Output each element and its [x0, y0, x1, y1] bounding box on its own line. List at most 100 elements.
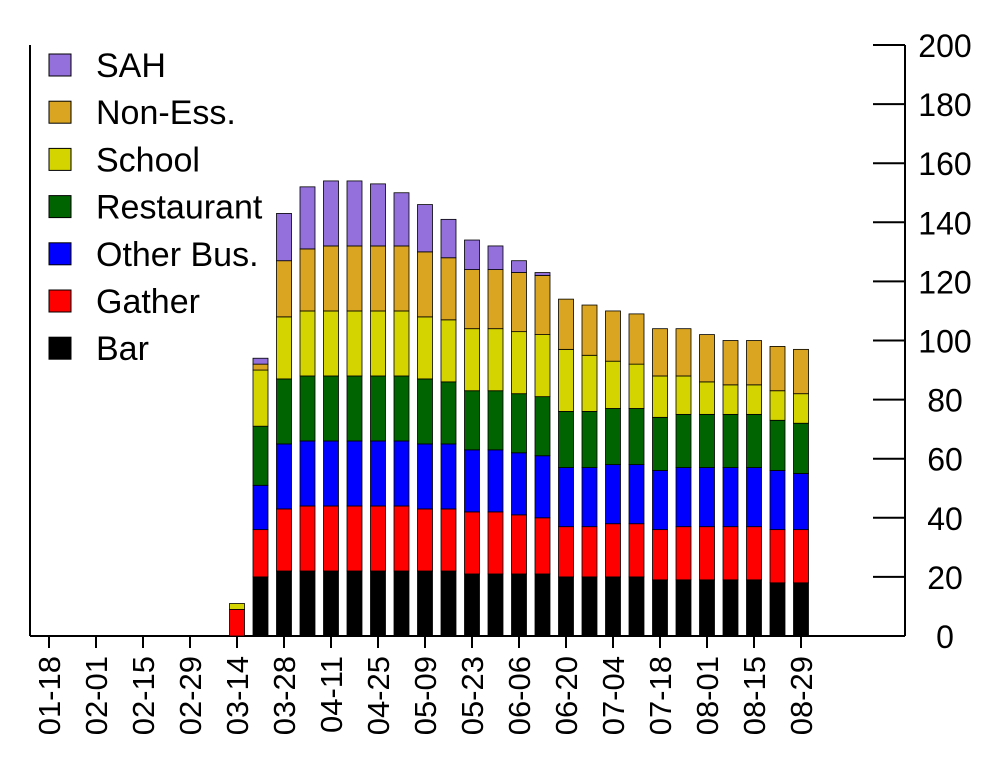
bar-segment-sah-05-30 — [487, 245, 504, 270]
bar-segment-non-ess-04-11 — [323, 245, 339, 312]
bar-segment-sah-04-25 — [370, 183, 386, 247]
bar-segment-restaurant-07-04 — [605, 408, 621, 466]
x-tick-label-08-15: 08-15 — [737, 656, 772, 735]
legend: SAH Non-Ess. School Restaurant Other Bus. Gat… — [48, 47, 263, 368]
bar-segment-gather-04-04 — [299, 505, 316, 572]
bar-segment-non-ess-04-04 — [299, 248, 316, 312]
x-tick-label-05-23: 05-23 — [455, 656, 490, 735]
bar-segment-restaurant-04-18 — [346, 375, 363, 442]
bar-segment-bar-06-20 — [558, 576, 574, 637]
bar-segment-non-ess-06-20 — [558, 298, 574, 350]
bar-segment-bar-05-09 — [417, 570, 433, 637]
bar-segment-school-04-04 — [299, 310, 316, 377]
bar-segment-sah-05-16 — [440, 218, 457, 259]
bar-segment-sah-04-11 — [323, 180, 339, 247]
bar-segment-other-bus-05-16 — [440, 443, 457, 510]
bar-segment-other-bus-06-13 — [534, 455, 551, 519]
bar-segment-gather-05-09 — [417, 508, 433, 572]
bar-segment-sah-06-13 — [534, 272, 551, 276]
legend-label-school: School — [96, 141, 200, 179]
bar-segment-non-ess-07-25 — [675, 328, 692, 377]
bar-segment-gather-05-23 — [464, 511, 480, 575]
bar-segment-school-05-09 — [417, 316, 433, 380]
legend-swatch-non-ess — [48, 100, 72, 124]
bar-segment-other-bus-04-18 — [346, 440, 363, 507]
bar-segment-school-07-25 — [675, 375, 692, 415]
bars — [229, 180, 809, 637]
x-tick-label-02-01: 02-01 — [79, 656, 114, 735]
x-tick-label-03-14: 03-14 — [220, 656, 255, 735]
bar-segment-restaurant-06-20 — [558, 411, 574, 468]
bar-segment-restaurant-06-13 — [534, 396, 551, 457]
bar-segment-other-bus-03-28 — [276, 443, 292, 510]
y-tick-label-60: 60 — [927, 442, 963, 478]
bar-segment-restaurant-04-11 — [323, 375, 339, 442]
bar-segment-school-03-14 — [229, 603, 245, 610]
bar-segment-non-ess-04-25 — [370, 245, 386, 312]
bar-segment-non-ess-06-13 — [534, 275, 551, 335]
bar-segment-gather-06-13 — [534, 517, 551, 575]
bar-segment-other-bus-07-04 — [605, 464, 621, 525]
bar-segment-other-bus-08-15 — [746, 467, 762, 528]
bar-segment-gather-04-25 — [370, 505, 386, 572]
bar-segment-school-06-06 — [511, 331, 527, 395]
bar-segment-non-ess-08-01 — [699, 334, 715, 383]
bar-segment-school-08-29 — [793, 393, 809, 424]
bar-segment-sah-05-23 — [464, 239, 480, 270]
bar-segment-sah-06-06 — [511, 260, 527, 273]
bar-segment-other-bus-08-08 — [722, 467, 739, 528]
bar-segment-gather-07-11 — [628, 523, 645, 578]
x-tick-label-04-25: 04-25 — [361, 656, 396, 735]
bar-segment-bar-06-13 — [534, 573, 551, 637]
bar-segment-bar-08-01 — [699, 579, 715, 637]
x-tick-label-06-06: 06-06 — [502, 656, 537, 735]
bar-segment-bar-06-06 — [511, 573, 527, 637]
bar-segment-school-08-01 — [699, 381, 715, 415]
bar-segment-non-ess-03-28 — [276, 260, 292, 318]
y-tick-label-200: 200 — [918, 28, 971, 64]
x-tick-label-05-09: 05-09 — [408, 656, 443, 735]
bar-segment-gather-05-02 — [393, 505, 410, 572]
bar-segment-bar-06-27 — [581, 576, 598, 637]
bar-segment-school-05-16 — [440, 319, 457, 383]
bar-segment-other-bus-05-02 — [393, 440, 410, 507]
bar-segment-gather-03-14 — [229, 609, 245, 637]
x-tick-label-06-20: 06-20 — [549, 656, 584, 735]
bar-segment-non-ess-05-30 — [487, 269, 504, 330]
y-tick-label-40: 40 — [927, 501, 963, 537]
bar-segment-school-08-22 — [769, 390, 786, 421]
bar-segment-sah-04-18 — [346, 180, 363, 247]
bar-segment-restaurant-04-04 — [299, 375, 316, 442]
bar-segment-restaurant-07-25 — [675, 413, 692, 468]
bar-segment-other-bus-08-01 — [699, 467, 715, 528]
bar-segment-gather-08-29 — [793, 529, 809, 584]
bar-segment-non-ess-08-15 — [746, 340, 762, 386]
legend-swatch-sah — [48, 53, 72, 77]
bar-segment-bar-07-11 — [628, 576, 645, 637]
bar-segment-other-bus-07-18 — [652, 470, 668, 531]
bar-segment-non-ess-08-08 — [722, 340, 739, 386]
bar-segment-bar-08-15 — [746, 579, 762, 637]
bar-segment-bar-04-25 — [370, 570, 386, 637]
y-tick-label-140: 140 — [918, 205, 971, 241]
bar-segment-sah-04-04 — [299, 186, 316, 250]
bar-segment-school-06-27 — [581, 354, 598, 412]
legend-label-sah: SAH — [96, 47, 166, 85]
bar-segment-non-ess-06-27 — [581, 304, 598, 356]
bar-segment-restaurant-08-01 — [699, 413, 715, 468]
legend-label-other-bus: Other Bus. — [96, 236, 259, 274]
bar-segment-school-04-11 — [323, 310, 339, 377]
bar-segment-gather-06-20 — [558, 526, 574, 578]
bar-segment-restaurant-08-29 — [793, 422, 809, 474]
bar-segment-restaurant-08-15 — [746, 413, 762, 468]
bar-segment-bar-04-18 — [346, 570, 363, 637]
bar-segment-gather-07-18 — [652, 529, 668, 581]
bar-segment-school-05-30 — [487, 328, 504, 392]
bar-segment-gather-06-06 — [511, 514, 527, 575]
bar-segment-restaurant-06-27 — [581, 411, 598, 468]
legend-label-non-ess: Non-Ess. — [96, 94, 236, 132]
bar-segment-gather-06-27 — [581, 526, 598, 578]
x-tick-label-07-04: 07-04 — [596, 656, 631, 735]
